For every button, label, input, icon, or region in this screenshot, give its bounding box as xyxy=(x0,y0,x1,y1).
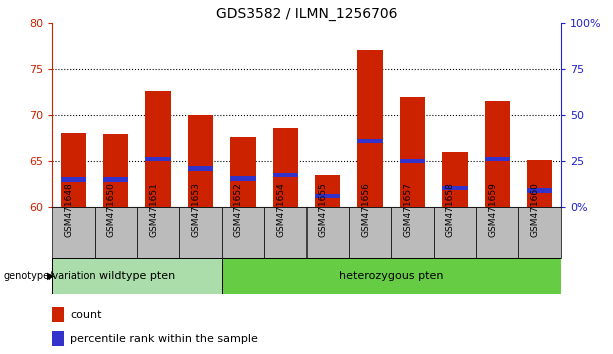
Bar xyxy=(230,177,256,181)
Text: GSM471651: GSM471651 xyxy=(149,182,158,236)
Text: count: count xyxy=(70,310,102,320)
Bar xyxy=(61,177,86,182)
Bar xyxy=(94,207,137,258)
Text: GSM471659: GSM471659 xyxy=(489,182,497,236)
Bar xyxy=(527,160,552,207)
Text: percentile rank within the sample: percentile rank within the sample xyxy=(70,333,258,343)
Text: GSM471653: GSM471653 xyxy=(191,182,200,236)
Bar xyxy=(52,331,64,346)
Bar xyxy=(476,207,519,258)
Bar xyxy=(52,207,94,258)
Text: genotype/variation: genotype/variation xyxy=(3,271,96,281)
Text: GSM471656: GSM471656 xyxy=(361,182,370,236)
Text: wildtype pten: wildtype pten xyxy=(99,271,175,281)
Bar xyxy=(273,173,298,177)
Text: GSM471654: GSM471654 xyxy=(276,182,285,236)
Bar xyxy=(400,159,425,163)
Bar xyxy=(222,207,264,258)
Bar xyxy=(315,194,340,198)
Bar xyxy=(484,157,510,161)
Bar xyxy=(52,258,222,294)
Bar xyxy=(484,101,510,207)
Bar xyxy=(222,258,561,294)
Bar xyxy=(188,166,213,171)
Text: GSM471650: GSM471650 xyxy=(107,182,116,236)
Bar xyxy=(527,188,552,193)
Text: GSM471655: GSM471655 xyxy=(319,182,328,236)
Bar xyxy=(400,97,425,207)
Bar xyxy=(103,135,129,207)
Bar xyxy=(434,207,476,258)
Text: GSM471658: GSM471658 xyxy=(446,182,455,236)
Text: GSM471660: GSM471660 xyxy=(531,182,539,236)
Title: GDS3582 / ILMN_1256706: GDS3582 / ILMN_1256706 xyxy=(216,7,397,21)
Bar xyxy=(264,207,306,258)
Bar xyxy=(188,115,213,207)
Bar xyxy=(52,307,64,322)
Text: heterozygous pten: heterozygous pten xyxy=(339,271,444,281)
Bar xyxy=(137,207,180,258)
Bar xyxy=(315,175,340,207)
Bar xyxy=(103,177,129,182)
Text: GSM471648: GSM471648 xyxy=(64,182,74,236)
Bar xyxy=(349,207,391,258)
Bar xyxy=(145,157,171,161)
Bar xyxy=(179,207,222,258)
Bar xyxy=(442,152,468,207)
Bar xyxy=(357,50,383,207)
Bar xyxy=(145,91,171,207)
Bar xyxy=(519,207,561,258)
Text: ▶: ▶ xyxy=(47,271,54,281)
Text: GSM471657: GSM471657 xyxy=(403,182,413,236)
Bar xyxy=(357,139,383,143)
Bar xyxy=(273,128,298,207)
Bar xyxy=(391,207,433,258)
Bar xyxy=(61,133,86,207)
Bar xyxy=(230,137,256,207)
Bar xyxy=(306,207,349,258)
Text: GSM471652: GSM471652 xyxy=(234,182,243,236)
Bar xyxy=(442,186,468,190)
